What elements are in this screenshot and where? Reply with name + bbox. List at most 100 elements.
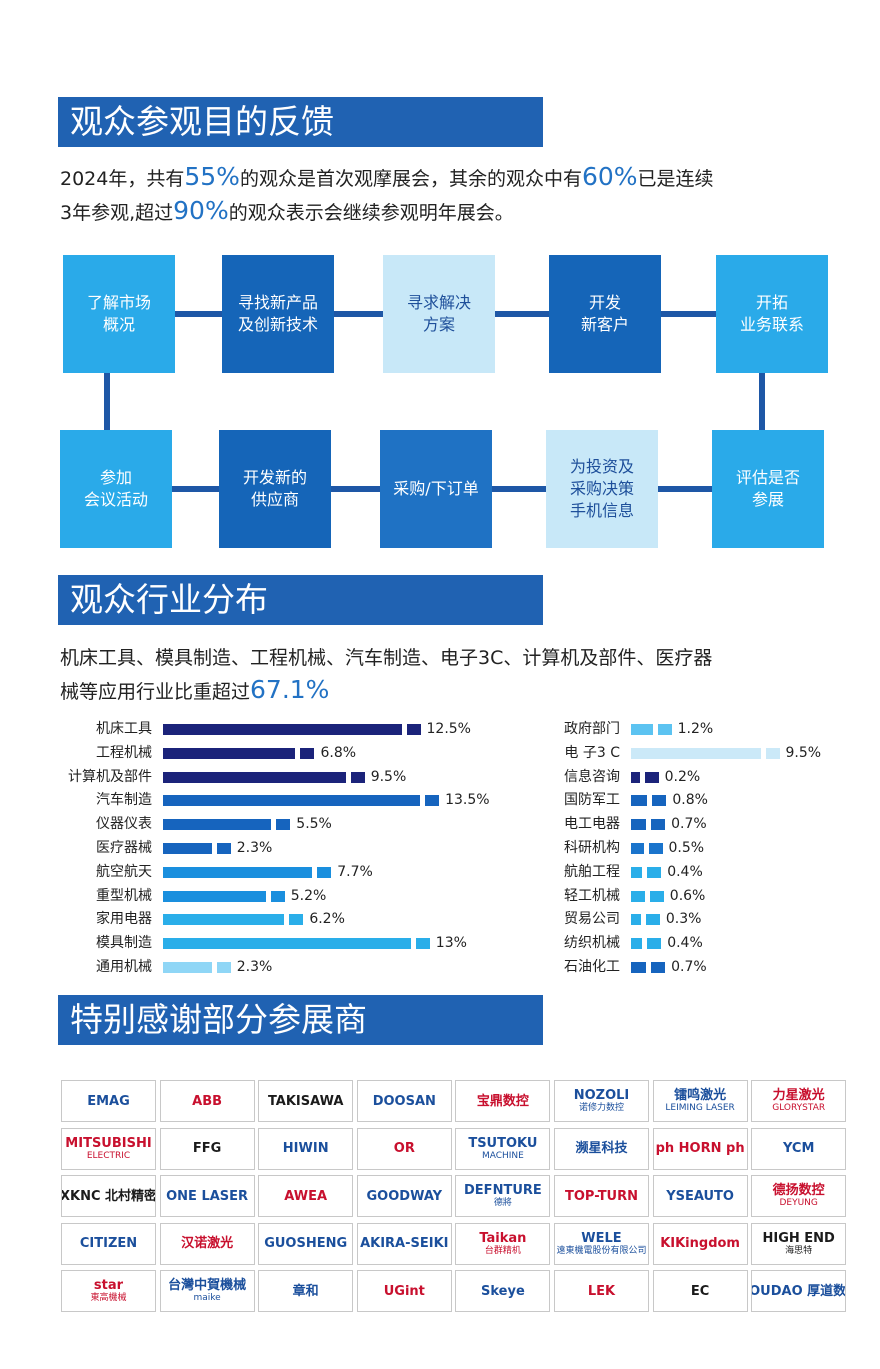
logo: WELE 遠東機電股份有限公司 [554, 1222, 649, 1265]
category-label: 石油化工 [564, 959, 620, 975]
logo: 台灣中賀機械 maike [159, 1270, 255, 1312]
bar [163, 843, 212, 854]
legend-square [657, 724, 672, 735]
logo: EC [652, 1270, 748, 1312]
bar [631, 914, 641, 926]
logo-text: HIWIN [282, 1141, 329, 1156]
logo-text: 力星激光 [772, 1088, 825, 1103]
flow-label: 方案 [422, 315, 455, 334]
logo: XKNC 北村精密 [61, 1175, 156, 1217]
highlight: 55% [184, 162, 240, 191]
logo-text: HIGH END [762, 1230, 835, 1246]
logo-text: TSUTOKU [468, 1135, 538, 1151]
logo-text: YCM [782, 1141, 815, 1156]
logo: OR [356, 1127, 452, 1170]
value-label: 13% [435, 935, 467, 952]
bar [631, 843, 644, 854]
bar [631, 795, 648, 807]
logo-text: HOUDAO 厚道数控 [751, 1283, 847, 1299]
logo: CITIZEN [61, 1222, 156, 1265]
category-label: 信息咨询 [564, 768, 620, 785]
legend-square [425, 795, 440, 807]
logo: 汉诺激光 [159, 1222, 255, 1265]
logo-text: 海思特 [785, 1245, 813, 1256]
category-label: 国防军工 [564, 792, 620, 809]
category-label: 计算机及部件 [68, 768, 152, 785]
logo-text: MACHINE [481, 1150, 524, 1161]
logo: HIGH END 海思特 [751, 1222, 847, 1265]
legend-square [647, 866, 662, 878]
value-label: 1.2% [677, 721, 714, 737]
text: 的观众是首次观摩展会，其余的观众中有 [239, 168, 582, 190]
logo-text: DOOSAN [372, 1093, 436, 1109]
logo-text: ELECTRIC [86, 1150, 131, 1161]
logo: MITSUBISHI ELECTRIC [61, 1127, 156, 1170]
section-header: 观众行业分布 [58, 575, 543, 625]
logo: YSEAUTO [652, 1175, 748, 1217]
legend-square [652, 795, 667, 807]
logo-text: DEYUNG [779, 1198, 818, 1208]
logo-text: MITSUBISHI [65, 1135, 152, 1151]
value-label: 0.2% [664, 768, 701, 785]
paragraph-line: 机床工具、模具制造、工程机械、汽车制造、电子3C、计算机及部件、医疗器 [60, 643, 712, 670]
logo-text: DEFNTURE [464, 1183, 542, 1198]
logo-text: XKNC 北村精密 [61, 1188, 156, 1204]
flow-label: 了解市场 [86, 293, 151, 312]
flow-label: 及创新技术 [237, 315, 318, 334]
paragraph-line: 2024年，共有55%的观众是首次观摩展会，其余的观众中有60%已是连续 [60, 162, 714, 191]
legend-square [289, 914, 304, 926]
logo: HOUDAO 厚道数控 [751, 1270, 847, 1312]
logo-text: WELE [581, 1230, 622, 1246]
bar [163, 724, 402, 735]
flow-box: 采购/下订单 [380, 430, 492, 548]
logo-text: 台群精机 [484, 1245, 521, 1256]
text: 2024年，共有 [60, 168, 185, 190]
logo: AKIRA-SEIKI [356, 1222, 452, 1265]
section-header: 特别感谢部分参展商 [58, 995, 543, 1045]
logo-text: 镭鸣激光 [674, 1088, 727, 1103]
logo-text: EC [690, 1283, 710, 1299]
value-label: 6.2% [309, 911, 345, 928]
logo: Taikan 台群精机 [455, 1222, 551, 1265]
logo-text: ABB [192, 1093, 223, 1109]
logo-text: EMAG [87, 1093, 130, 1109]
value-label: 0.8% [672, 792, 708, 809]
bar [163, 962, 212, 973]
connector [759, 370, 765, 434]
text: 的观众表示会继续参观明年展会。 [228, 202, 514, 224]
legend-square [415, 938, 430, 950]
logo-text: 德將 [493, 1198, 512, 1208]
flow-label: 概况 [102, 315, 135, 334]
legend-square [350, 771, 365, 783]
legend-square [644, 771, 659, 783]
flow-label: 新客户 [580, 315, 629, 334]
logo-text: KIKingdom [660, 1236, 740, 1251]
bar [163, 771, 346, 783]
value-label: 13.5% [445, 792, 490, 809]
legend-square [648, 843, 663, 854]
flow-label: 开拓 [755, 293, 788, 312]
value-label: 2.3% [236, 840, 273, 856]
logo-text: YSEAUTO [666, 1188, 734, 1204]
logo-text: 德扬数控 [772, 1183, 825, 1198]
logo-text: maike [193, 1293, 221, 1303]
value-label: 0.7% [671, 959, 707, 975]
logo-text: TAKISAWA [267, 1093, 344, 1109]
logo-text: 宝鼎数控 [476, 1093, 529, 1109]
value-label: 0.6% [669, 887, 706, 904]
logo-text: LEIMING LASER [665, 1103, 735, 1113]
category-label: 贸易公司 [564, 911, 620, 928]
bar [163, 866, 313, 878]
flow-label: 寻找新产品 [237, 293, 318, 312]
logo-text: GUOSHENG [264, 1236, 348, 1251]
logo: 濒星科技 [554, 1127, 649, 1170]
category-label: 重型机械 [96, 887, 152, 904]
flow-label: 采购/下订单 [393, 479, 479, 498]
legend-square [649, 890, 664, 902]
flow-label: 参展 [751, 490, 784, 509]
bar [163, 795, 421, 807]
bar [631, 938, 643, 950]
bar [163, 890, 266, 902]
text: 机床工具、模具制造、工程机械、汽车制造、电子3C、计算机及部件、医疗器 [60, 647, 713, 669]
logo-text: UGint [383, 1283, 425, 1299]
